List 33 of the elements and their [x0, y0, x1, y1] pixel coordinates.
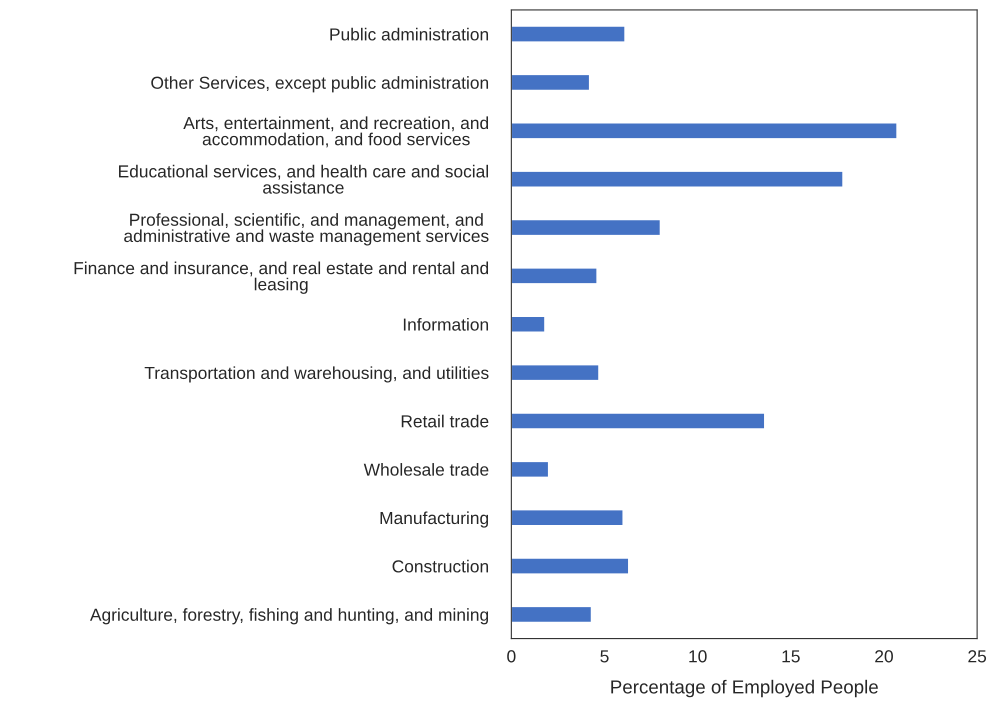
y-tick-label: Wholesale trade [364, 463, 488, 476]
bar [511, 606, 592, 624]
bar [511, 74, 590, 92]
y-tick-label: Other Services, except public administration [151, 76, 488, 92]
y-tick-label: Finance and insurance, and real estate and rental and leasing [74, 262, 488, 294]
x-axis-title: Percentage of Employed People [611, 680, 878, 698]
x-tick-label: 25 [968, 650, 986, 662]
y-tick-label: Manufacturing [380, 511, 488, 528]
bar [511, 509, 624, 526]
bar [511, 122, 898, 140]
bar [511, 316, 546, 333]
y-tick-label: Educational services, and health care and social assistance [119, 164, 488, 194]
bar [511, 267, 598, 285]
bar [511, 557, 630, 575]
y-tick-label: Retail trade [402, 414, 488, 428]
y-tick-label: Construction [392, 560, 488, 573]
bar [511, 364, 600, 382]
y-tick-label: Professional, scientific, and management, and administrative and waste management services [124, 213, 489, 246]
bar [511, 412, 766, 430]
x-tick-label: 10 [689, 650, 707, 662]
x-tick-label: 20 [875, 650, 893, 662]
bar [511, 218, 662, 236]
x-tick-label: 15 [782, 650, 800, 662]
y-tick-label: Transportation and warehousing, and utilities [144, 366, 489, 383]
y-tick-label: Information [404, 318, 488, 331]
x-tick-label: 0 [507, 650, 516, 662]
bar [511, 25, 626, 43]
x-tick-label: 5 [600, 650, 609, 662]
y-tick-label: Agriculture, forestry, fishing and hunting, and mining [90, 608, 488, 624]
y-tick-label: Arts, entertainment, and recreation, and accommodation, and food services [183, 116, 488, 148]
y-tick-label: Public administration [330, 28, 488, 41]
bar [511, 460, 550, 478]
bar [511, 170, 844, 188]
